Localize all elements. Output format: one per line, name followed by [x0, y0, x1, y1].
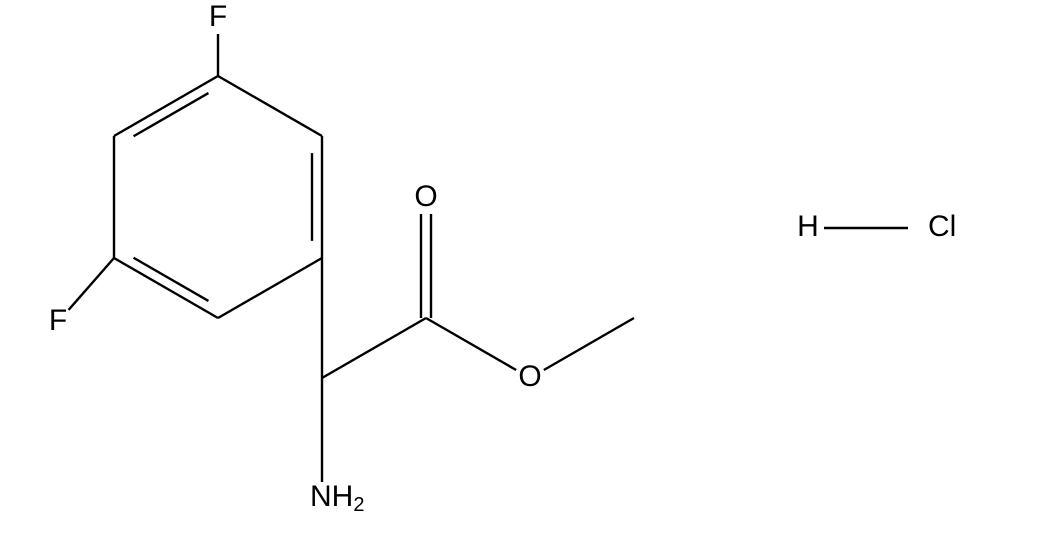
amino-label: NH2 — [310, 480, 364, 516]
oxygen-double-label: O — [414, 180, 437, 213]
hcl-cl-label: Cl — [928, 210, 956, 243]
bond-line — [322, 318, 426, 378]
oxygen-ester-label: O — [518, 360, 541, 393]
fluorine-top-label: F — [209, 0, 227, 33]
bond-line — [218, 258, 322, 318]
bond-line — [544, 318, 634, 370]
bond-line — [114, 258, 218, 318]
bond-line — [426, 318, 516, 370]
hcl-h-label: H — [797, 210, 819, 243]
bond-line — [134, 258, 209, 301]
bond-line — [218, 76, 322, 136]
bond-line — [114, 76, 218, 136]
bond-line — [134, 93, 209, 136]
fluorine-left-label: F — [49, 304, 67, 337]
bond-line — [69, 258, 114, 310]
molecule-diagram: F F O O NH2 H Cl — [0, 0, 1062, 560]
